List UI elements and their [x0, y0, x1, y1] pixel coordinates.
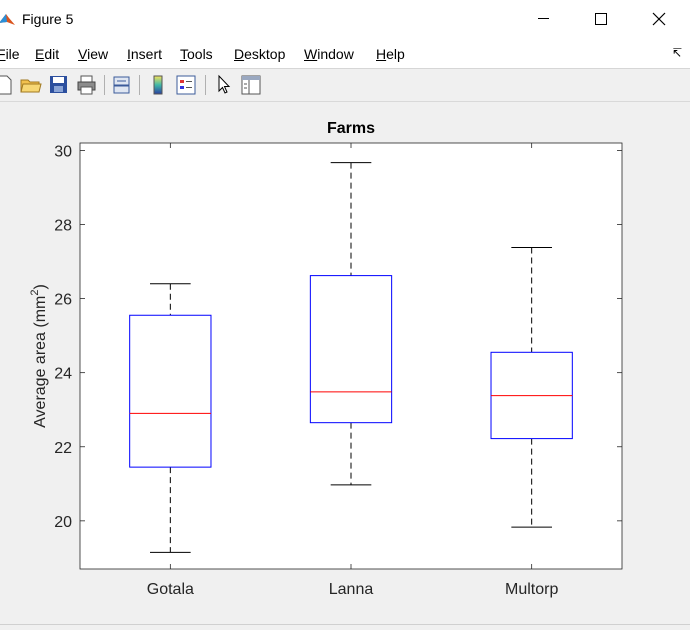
save-button[interactable] — [48, 74, 70, 96]
box-multorp — [490, 246, 573, 528]
figure-canvas: Farms Average area (mm2) 20 22 24 26 28 30 Go… — [0, 102, 690, 624]
insert-legend-button[interactable] — [175, 74, 197, 96]
y-tick-label: 24 — [54, 366, 72, 383]
menu-insert[interactable]: Insert — [127, 46, 163, 62]
x-tick-label: Multorp — [505, 581, 558, 598]
printer-icon — [77, 75, 96, 95]
y-axis-label: Average area (mm2) — [29, 284, 49, 428]
property-inspector-button[interactable] — [240, 74, 262, 96]
print-button[interactable] — [76, 74, 98, 96]
legend-icon — [176, 75, 196, 95]
insert-colorbar-button[interactable] — [147, 74, 169, 96]
menu-help[interactable]: Help — [376, 46, 405, 62]
x-tick-label: Lanna — [329, 581, 374, 598]
edit-plot-button[interactable] — [213, 74, 235, 96]
box-lanna — [309, 162, 393, 486]
maximize-button[interactable] — [572, 0, 630, 38]
y-axis: 20 22 24 26 28 30 — [54, 143, 622, 531]
menu-edit[interactable]: Edit — [35, 46, 60, 62]
folder-icon — [20, 79, 42, 93]
minimize-button[interactable] — [514, 0, 572, 38]
new-figure-button[interactable] — [0, 74, 16, 96]
menu-view[interactable]: View — [78, 46, 109, 62]
box-gotala — [129, 283, 212, 553]
y-tick-label: 20 — [54, 514, 72, 531]
close-button[interactable] — [630, 0, 688, 38]
chart-title: Farms — [327, 120, 375, 137]
link-plot-button[interactable] — [111, 74, 133, 96]
x-tick-label: Gotala — [147, 581, 194, 598]
y-tick-label: 26 — [54, 292, 72, 309]
boxes-group — [129, 162, 573, 553]
maximize-icon — [595, 13, 607, 25]
minimize-icon — [538, 18, 549, 19]
property-panel-icon — [241, 75, 261, 95]
menu-tools[interactable]: Tools — [180, 46, 213, 62]
open-button[interactable] — [20, 74, 42, 96]
window-title: Figure 5 — [22, 11, 74, 27]
menu-window[interactable]: Window — [304, 46, 354, 62]
menu-desktop[interactable]: Desktop — [234, 46, 286, 62]
y-tick-label: 30 — [54, 143, 72, 160]
box-iqr — [309, 275, 393, 424]
menu-bar: File Edit View Insert Tools Desktop Wind… — [0, 38, 690, 69]
close-icon — [652, 12, 666, 26]
y-tick-label: 22 — [54, 440, 72, 457]
boxplot-chart: Farms Average area (mm2) 20 22 24 26 28 30 Go… — [29, 120, 623, 598]
link-plot-icon — [113, 76, 130, 94]
colorbar-icon — [153, 75, 163, 95]
pointer-icon — [218, 74, 231, 94]
menu-file[interactable]: File — [0, 46, 20, 62]
save-icon — [50, 76, 67, 93]
toolbar — [0, 69, 690, 102]
new-file-icon — [0, 75, 12, 95]
dock-arrow-icon[interactable]: ↸ — [672, 46, 683, 60]
box-iqr — [129, 314, 212, 468]
matlab-icon — [0, 11, 16, 34]
x-axis: Gotala Lanna Multorp — [147, 143, 558, 598]
title-bar: Figure 5 — [0, 0, 690, 38]
y-tick-label: 28 — [54, 217, 72, 234]
